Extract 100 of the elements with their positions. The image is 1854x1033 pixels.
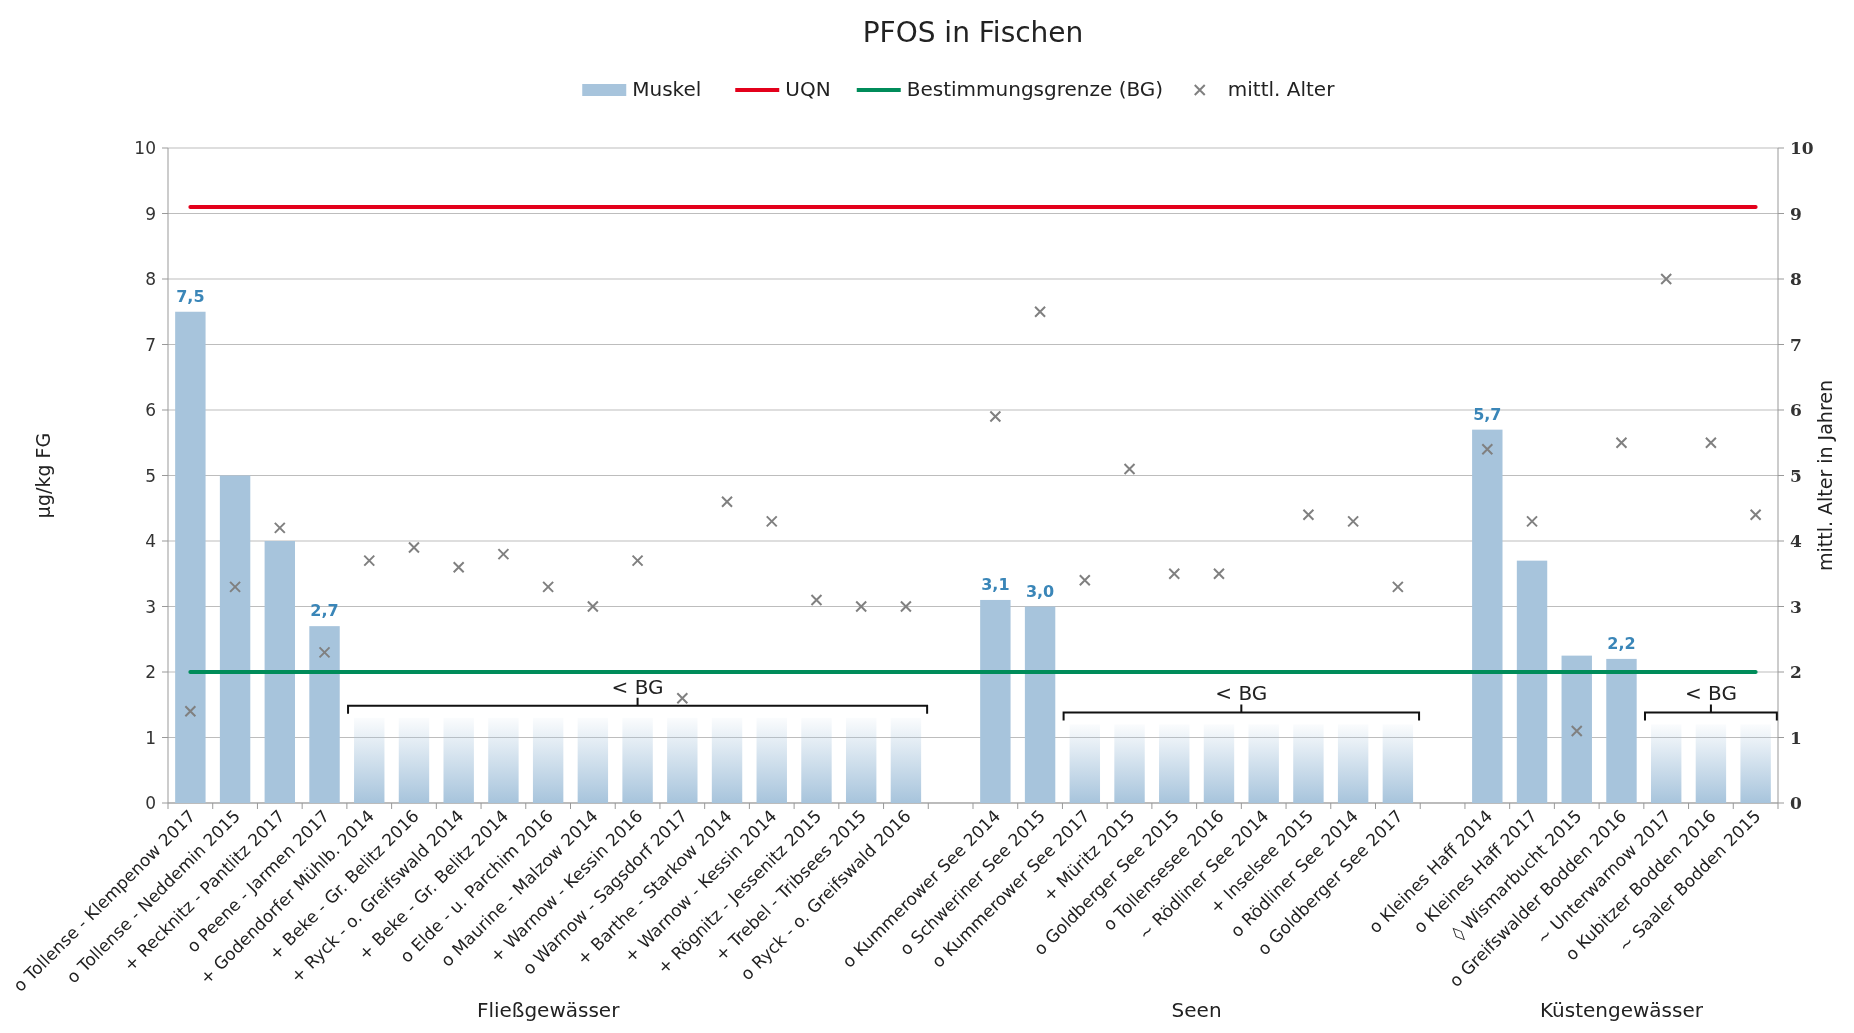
y2-tick-label: 1 (1790, 727, 1802, 748)
bar (622, 717, 653, 803)
bar (354, 717, 385, 803)
y2-tick-label: 10 (1790, 138, 1814, 158)
bar (1248, 724, 1279, 803)
point (1347, 515, 1360, 528)
annotation: < BG (611, 674, 664, 699)
point (407, 541, 420, 554)
data-label: 7,5 (176, 286, 205, 306)
y2-axis-title: mittl. Alter in Jahren (1814, 379, 1836, 572)
point (452, 561, 465, 574)
bar (667, 717, 698, 803)
legend-label: UQN (785, 77, 831, 101)
y-tick-label: 2 (145, 662, 156, 682)
point (1212, 567, 1225, 580)
point (1302, 508, 1315, 521)
bar (264, 541, 296, 803)
point (1615, 436, 1628, 449)
data-label: 2,2 (1607, 633, 1636, 653)
bar (1069, 724, 1101, 803)
bar (1203, 724, 1235, 803)
y2-tick-label: 5 (1790, 465, 1802, 486)
point (899, 600, 912, 613)
point (721, 495, 734, 508)
bar (577, 717, 609, 803)
data-label: 3,0 (1025, 581, 1055, 601)
bar (1293, 724, 1324, 803)
y-tick-label: 1 (145, 727, 156, 748)
point (1481, 443, 1494, 456)
point (676, 692, 689, 705)
bar (890, 717, 922, 803)
bar (309, 626, 340, 803)
bar (1382, 724, 1414, 803)
point (1078, 574, 1091, 587)
data-label: 3,1 (981, 574, 1010, 594)
y-tick-label: 0 (145, 793, 156, 813)
bar (711, 717, 743, 803)
point (184, 705, 197, 718)
bar (1337, 724, 1369, 803)
y-tick-label: 3 (145, 596, 156, 617)
bar (1695, 724, 1727, 803)
annotation: < BG (1215, 681, 1268, 706)
data-label: 5,7 (1473, 404, 1502, 424)
bar (845, 717, 877, 803)
point (1168, 567, 1181, 580)
bar (1472, 429, 1503, 803)
bar (1114, 724, 1145, 803)
point (497, 548, 510, 561)
point (855, 600, 868, 613)
point (1123, 462, 1136, 475)
chart-title: PFOS in Fischen (862, 16, 1084, 49)
y-tick-label: 10 (134, 138, 156, 158)
text: Seen (1171, 998, 1222, 1022)
point (273, 521, 286, 534)
bar (443, 717, 474, 803)
data-label: 2,7 (310, 601, 339, 621)
y-axis-title: µg/kg FG (32, 432, 54, 519)
bar (488, 717, 519, 803)
point (542, 580, 555, 593)
y2-tick-label: 9 (1790, 203, 1802, 224)
y2-tick-label: 0 (1790, 793, 1802, 813)
text: Fließgewässer (476, 998, 621, 1022)
point (1660, 273, 1673, 285)
bar (1159, 724, 1190, 803)
point (1749, 508, 1762, 521)
point (810, 593, 823, 606)
y2-tick-label: 4 (1790, 531, 1802, 551)
y2-tick-label: 8 (1790, 269, 1802, 289)
bar (1606, 658, 1637, 803)
y2-tick-label: 2 (1790, 662, 1802, 682)
point (1526, 515, 1539, 528)
y2-tick-label: 6 (1790, 400, 1802, 420)
point (363, 554, 376, 567)
bar (980, 599, 1011, 803)
bar (801, 717, 832, 803)
point (1570, 724, 1583, 737)
legend-label: Muskel (632, 77, 702, 101)
y-tick-label: 7 (145, 334, 156, 355)
point (586, 600, 599, 613)
bar (756, 717, 787, 803)
bar (532, 717, 564, 803)
point (1034, 305, 1047, 318)
bar (1024, 606, 1056, 803)
bar (219, 475, 251, 803)
y-tick-label: 6 (145, 400, 156, 420)
point (765, 515, 778, 528)
bar (1561, 655, 1592, 803)
bar (175, 311, 206, 803)
y2-tick-label: 7 (1790, 334, 1802, 355)
bar (1740, 724, 1771, 803)
y2-tick-label: 3 (1790, 596, 1802, 617)
y-tick-label: 8 (145, 269, 156, 289)
annotation: < BG (1684, 681, 1737, 706)
y-tick-label: 4 (145, 531, 156, 551)
point (1391, 580, 1404, 593)
bar (398, 717, 430, 803)
point (229, 580, 242, 593)
legend-label: mittl. Alter (1227, 77, 1336, 101)
point (989, 410, 1002, 423)
bar (1516, 560, 1548, 803)
